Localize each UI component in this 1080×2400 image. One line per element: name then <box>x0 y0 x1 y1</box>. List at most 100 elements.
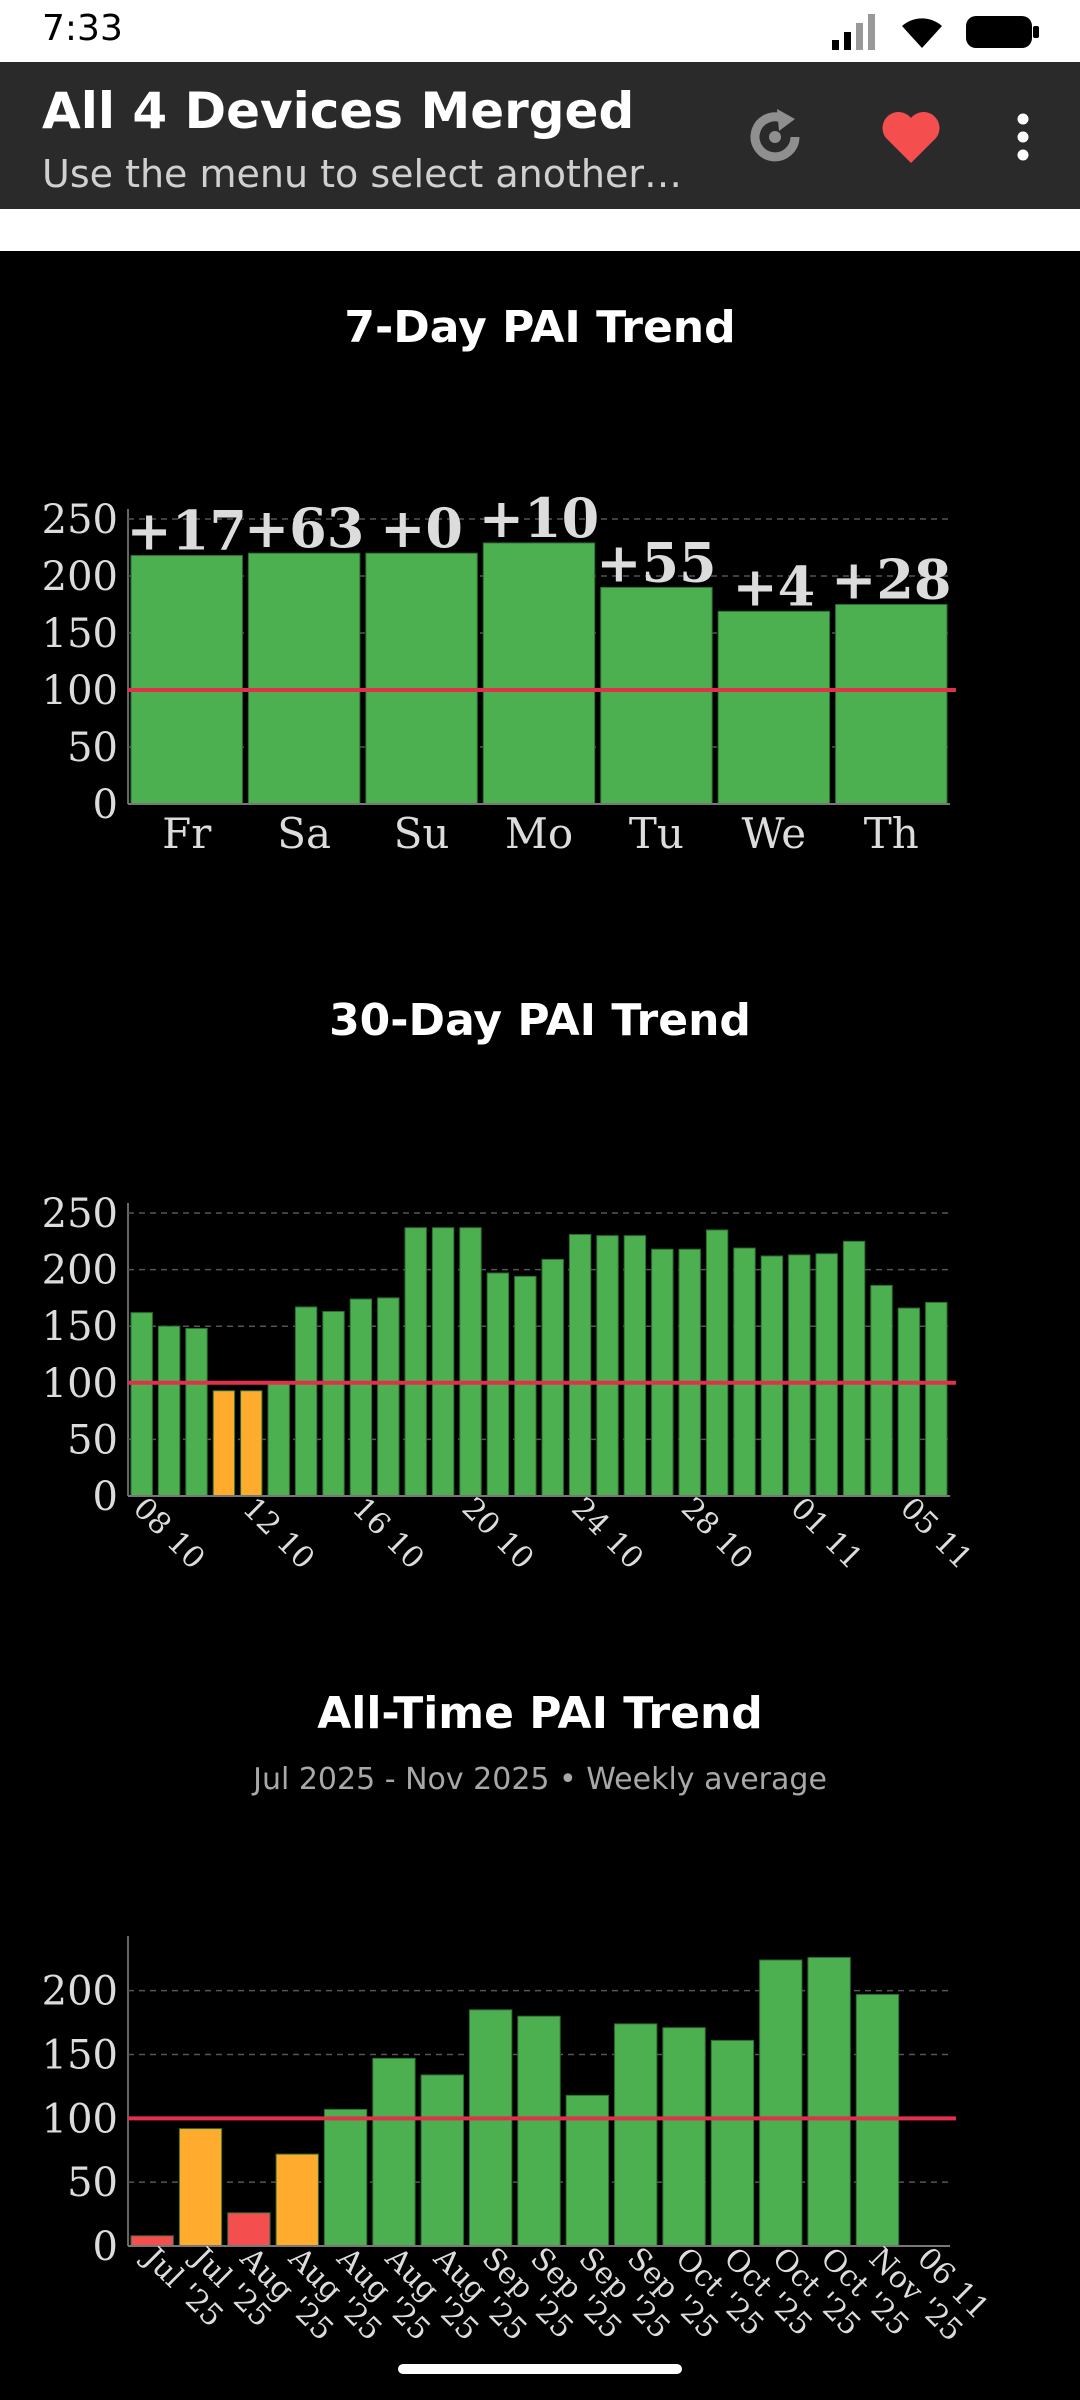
more-vert-icon <box>1017 113 1029 161</box>
bar-value-label: +55 <box>596 530 716 594</box>
bar <box>717 610 831 805</box>
bar <box>514 1275 537 1497</box>
gesture-nav-bar[interactable] <box>398 2364 682 2374</box>
bar <box>760 1255 784 1497</box>
x-tick-label: 20 10 <box>455 1491 540 1576</box>
bar <box>372 2057 416 2247</box>
bar <box>662 2027 706 2247</box>
bar <box>275 2153 319 2247</box>
y-tick-label: 250 <box>42 497 118 543</box>
bar <box>349 1298 373 1497</box>
bar-value-label: +63 <box>244 496 364 560</box>
y-tick-label: 200 <box>42 1248 118 1294</box>
bar-value-label: +17 <box>127 498 247 562</box>
bar <box>842 1240 866 1497</box>
y-tick-label: 50 <box>67 2160 118 2206</box>
bar-value-label: +4 <box>732 554 815 618</box>
y-tick-label: 50 <box>67 725 118 771</box>
y-tick-label: 150 <box>42 611 118 657</box>
x-tick-label: We <box>742 809 807 858</box>
bar <box>705 1229 729 1497</box>
bar <box>185 1327 208 1497</box>
app-title: All 4 Devices Merged <box>42 82 635 140</box>
y-tick-label: 100 <box>42 2096 118 2142</box>
x-tick-label: 01 11 <box>784 1491 869 1576</box>
bar <box>733 1247 756 1497</box>
bar <box>267 1382 290 1497</box>
bar <box>420 2074 464 2247</box>
bar <box>431 1227 455 1497</box>
status-time: 7:33 <box>42 8 123 49</box>
bar <box>157 1325 181 1497</box>
bar <box>623 1235 647 1497</box>
x-tick-label: 16 10 <box>345 1491 430 1576</box>
x-tick-label: Mo <box>505 809 573 858</box>
y-tick-label: 50 <box>67 1417 118 1463</box>
bar <box>815 1253 838 1497</box>
bar <box>377 1297 400 1497</box>
bar <box>322 1310 345 1497</box>
bar <box>541 1258 564 1497</box>
bar <box>240 1390 263 1497</box>
y-tick-label: 150 <box>42 2033 118 2079</box>
y-tick-label: 100 <box>42 1361 118 1407</box>
bar <box>178 2128 223 2247</box>
bar <box>925 1301 948 1497</box>
bar <box>759 1959 803 2247</box>
signal-icon <box>832 14 875 50</box>
bar <box>365 552 478 805</box>
bar <box>323 2108 368 2247</box>
bar-value-label: +10 <box>479 486 599 550</box>
refresh-button[interactable] <box>740 102 810 172</box>
bar <box>568 1234 592 1497</box>
y-tick-label: 0 <box>93 1474 118 1520</box>
y-tick-label: 100 <box>42 668 118 714</box>
x-tick-label: Tu <box>629 809 684 858</box>
top-divider <box>0 209 1080 251</box>
x-tick-label: Fr <box>162 809 212 858</box>
x-tick-label: 08 10 <box>126 1491 211 1576</box>
x-tick-label: 24 10 <box>564 1491 649 1576</box>
thirty-day-chart: 0 50 100 150 200 250 08 10 12 10 16 10 20 10 24 10… <box>42 1191 979 1576</box>
seven-day-chart: 0 50 100 150 200 250 +17+63 +0 +10+55 +4 +28 Fr Sa Su… <box>42 486 956 858</box>
bar <box>212 1390 236 1497</box>
status-bar: 7:33 <box>0 0 1080 62</box>
refresh-icon <box>750 109 800 162</box>
bar-value-label: +28 <box>831 548 951 612</box>
all-time-chart-title: All-Time PAI Trend <box>317 1688 763 1739</box>
bar <box>600 586 713 805</box>
wifi-icon <box>902 18 942 48</box>
bar <box>404 1227 427 1497</box>
bar <box>614 2023 658 2247</box>
y-tick-label: 150 <box>42 1304 118 1350</box>
bar <box>807 1956 851 2247</box>
battery-icon <box>966 16 1039 48</box>
x-tick-label: 12 10 <box>236 1491 321 1576</box>
bar <box>788 1254 811 1497</box>
x-tick-label: Th <box>864 809 919 858</box>
bar <box>835 604 948 805</box>
y-tick-label: 0 <box>93 2224 118 2270</box>
y-tick-label: 250 <box>42 1191 118 1237</box>
bar <box>870 1284 893 1497</box>
all-time-chart-subtitle: Jul 2025 - Nov 2025 • Weekly average <box>253 1762 827 1797</box>
bar <box>651 1248 674 1497</box>
seven-day-chart-title: 7-Day PAI Trend <box>344 302 736 353</box>
heart-icon <box>882 111 940 163</box>
x-tick-label: 05 11 <box>893 1491 978 1576</box>
y-tick-label: 200 <box>42 1969 118 2015</box>
bar <box>227 2212 271 2247</box>
more-options-button[interactable] <box>988 102 1058 172</box>
bar <box>678 1248 701 1497</box>
y-tick-label: 0 <box>93 782 118 828</box>
status-icons <box>832 12 1040 52</box>
bar <box>247 552 361 805</box>
bar <box>130 554 243 805</box>
app-subtitle[interactable]: Use the menu to select another… <box>42 152 682 196</box>
bar <box>130 1312 153 1497</box>
bar <box>710 2039 755 2247</box>
bar <box>482 542 596 805</box>
favorite-button[interactable] <box>876 102 946 172</box>
bar <box>596 1235 619 1497</box>
